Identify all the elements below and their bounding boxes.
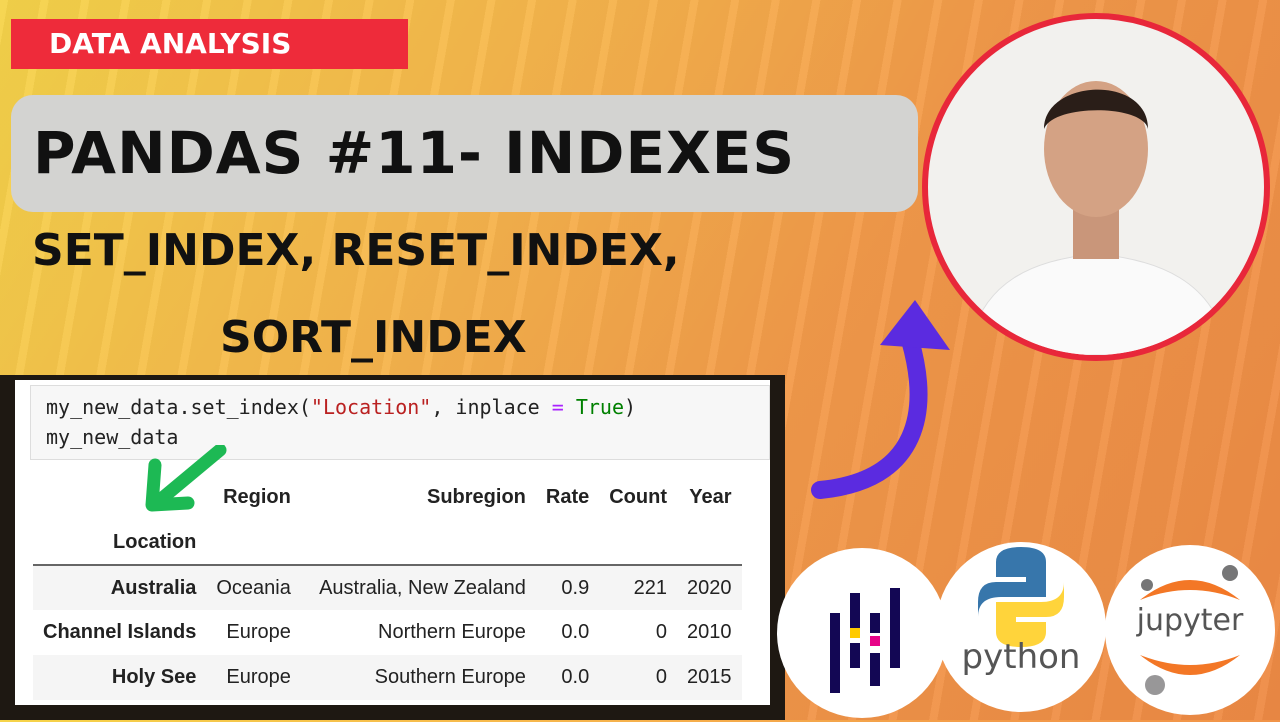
code-text: , inplace: [431, 395, 552, 419]
column-header: Year: [689, 486, 732, 508]
table-cell: 2010: [687, 621, 732, 643]
table-cell: [300, 520, 536, 566]
table-cell: Australia, New Zealand: [319, 576, 526, 599]
table-cell: Channel Islands: [43, 621, 197, 643]
table-cell: 2020: [687, 576, 732, 599]
curved-arrow-icon: [811, 300, 950, 499]
code-line-2: my_new_data: [46, 425, 179, 449]
code-text: ): [624, 395, 637, 419]
table-cell: 0.0: [561, 621, 590, 643]
table-cell: [599, 520, 677, 566]
table-cell: 0.9: [561, 576, 590, 599]
column-header: Count: [609, 486, 667, 508]
code-keyword: True: [563, 395, 625, 419]
table-row: Holy See Europe Southern Europe 0.0 0 2015: [33, 655, 742, 700]
category-tag: DATA ANALYSIS: [11, 19, 408, 69]
code-cell: my_new_data.set_index("Location", inplac…: [30, 385, 770, 460]
notebook-screenshot: my_new_data.set_index("Location", inplac…: [0, 375, 785, 720]
table-cell: [206, 520, 301, 566]
table-cell: Oceania: [216, 576, 291, 599]
code-string: "Location": [310, 395, 432, 419]
column-header: Subregion: [426, 486, 526, 508]
column-header: Rate: [545, 486, 590, 508]
table-cell: Europe: [226, 666, 291, 688]
green-arrow-icon: [145, 445, 227, 512]
python-wordmark: python: [961, 637, 1081, 677]
subtitle-line-2: SORT_INDEX: [220, 312, 527, 363]
dataframe-table: Region Subregion Rate Count Year Location Au…: [33, 475, 742, 700]
index-header: Location: [33, 520, 207, 566]
table-cell: 0: [655, 666, 667, 688]
table-row: Australia Oceania Australia, New Zealand 0.…: [33, 565, 742, 610]
code-text: my_new_data.set_index(: [46, 395, 311, 419]
presenter-portrait: [922, 13, 1270, 361]
table-cell: 0.0: [561, 666, 590, 688]
video-title: PANDAS #11- INDEXES: [11, 95, 918, 212]
table-cell: Europe: [226, 621, 291, 643]
python-logo: python: [936, 542, 1106, 712]
subtitle-line-1: SET_INDEX, RESET_INDEX,: [32, 225, 680, 276]
table-cell: 0: [655, 621, 667, 643]
table-cell: [33, 475, 206, 520]
table-cell: 221: [633, 576, 667, 599]
table-cell: 2015: [687, 666, 732, 688]
table-cell: Holy See: [111, 666, 197, 688]
column-header: Region: [223, 486, 291, 508]
jupyter-logo: jupyter: [1105, 545, 1275, 715]
table-cell: Southern Europe: [374, 666, 526, 688]
table-cell: [535, 520, 600, 566]
pandas-logo-icon: [777, 548, 947, 718]
table-row: Channel Islands Europe Northern Europe 0.0 0…: [33, 610, 742, 655]
table-cell: [677, 520, 742, 566]
table-cell: Australia: [110, 576, 197, 599]
table-cell: Northern Europe: [378, 621, 526, 643]
code-operator: =: [551, 395, 564, 419]
jupyter-wordmark: jupyter: [1136, 603, 1244, 638]
